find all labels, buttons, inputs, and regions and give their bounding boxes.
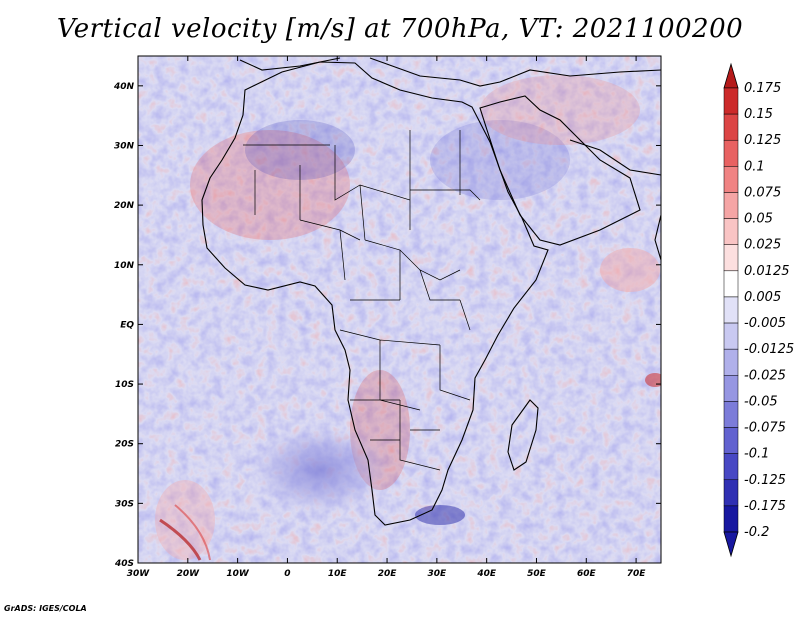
velocity-field [138,56,661,563]
colorbar-segment [723,479,739,507]
colorbar-label: 0.175 [744,81,781,96]
lat-label: 30N [114,141,135,151]
colorbar-segment [723,322,739,350]
colorbar: 0.175 0.15 0.125 0.1 0.075 0.05 0.025 0.0125 0.0… [723,62,794,558]
colorbar-label: -0.0125 [744,342,794,357]
madagascar [507,399,539,471]
lon-label: 10E [328,569,348,579]
lon-label: 50E [527,569,547,579]
lat-label: 10S [115,380,134,390]
page-title: Vertical velocity [m/s] at 700hPa, VT: 2… [56,14,744,44]
lat-label: 10N [114,261,135,271]
colorbar-segment [723,87,739,115]
colorbar-bottom-arrow [723,531,739,558]
lon-label: 70E [627,569,647,579]
colorbar-label: 0.15 [744,107,773,122]
longitude-labels: 30W 20W 10W 0 10E 20E 30E 40E 50E 60E 70E [127,569,647,579]
colorbar-label: -0.1 [744,447,769,462]
colorbar-segment [723,296,739,324]
lat-label: 40N [113,82,135,92]
colorbar-segment [723,218,739,245]
colorbar-segment [723,192,739,219]
credit-text: GrADS: IGES/COLA [4,604,87,613]
colorbar-label: -0.125 [744,473,786,488]
lat-label: 40S [114,559,134,569]
colorbar-label: 0.005 [744,290,781,305]
latitude-labels: 40N 30N 20N 10N EQ 10S 20S 30S 40S [113,82,135,569]
lon-label: 40E [476,569,497,579]
colorbar-segment [723,453,739,481]
colorbar-segment [723,270,739,298]
colorbar-segment [723,401,739,428]
colorbar-label: -0.025 [744,368,786,383]
colorbar-segment [723,139,739,167]
colorbar-segment [723,244,739,272]
lon-label: 30E [428,569,448,579]
longitude-ticks [137,56,637,563]
africa-coastline [201,61,549,526]
latitude-ticks [138,85,661,564]
lon-label: 0 [284,569,290,579]
colorbar-label: -0.05 [744,394,778,409]
colorbar-segment [723,505,739,533]
lon-label: 30W [127,569,151,579]
colorbar-segment [723,427,739,454]
arabia-coastline [479,95,641,246]
lon-label: 10W [226,569,250,579]
colorbar-label: 0.125 [744,133,781,148]
colorbar-segment [723,166,739,193]
lat-label: 20N [114,201,135,211]
lon-label: 60E [577,569,597,579]
lat-label: 20S [115,440,134,450]
colorbar-label: 0.0125 [744,264,790,279]
colorbar-top-arrow [723,62,739,89]
colorbar-label: 0.075 [744,185,781,200]
colorbar-label: -0.005 [744,316,786,331]
mediterranean-north-coast [239,57,661,87]
lat-label: EQ [120,320,134,330]
country-borders [243,130,481,471]
colorbar-label: 0.025 [744,238,781,253]
india-coast [654,214,661,261]
colorbar-segment [723,348,739,376]
colorbar-label: -0.175 [744,499,786,514]
colorbar-label: -0.2 [744,525,769,540]
colorbar-label: 0.1 [744,159,765,174]
lon-label: 20E [378,569,398,579]
lon-label: 20W [177,569,201,579]
persian-coast [569,139,661,176]
lat-label: 30S [115,499,134,509]
colorbar-label: -0.075 [744,421,786,436]
coastlines [201,57,661,526]
colorbar-label: 0.05 [744,212,773,227]
map-frame [137,55,662,564]
colorbar-segment [723,375,739,402]
colorbar-segment [723,113,739,141]
